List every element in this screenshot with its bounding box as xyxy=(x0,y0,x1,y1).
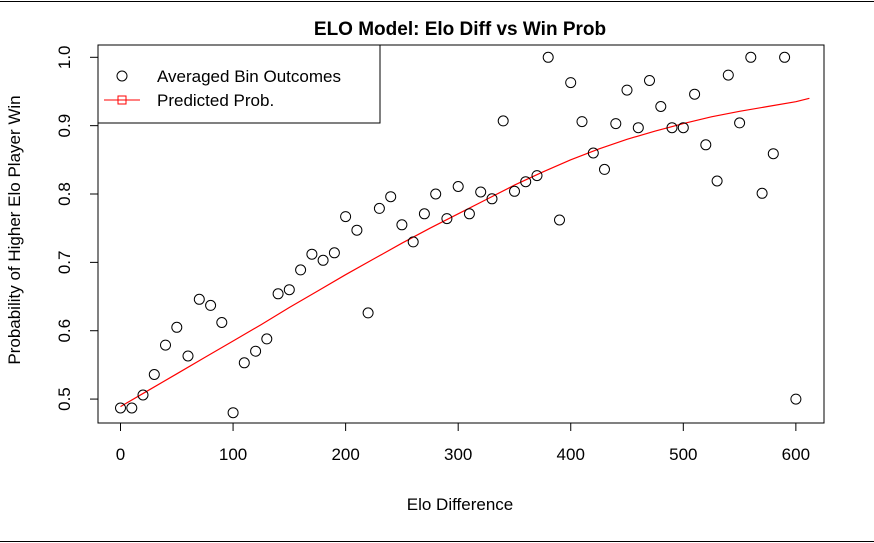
data-point xyxy=(137,389,149,401)
data-point xyxy=(779,51,791,63)
y-tick-label: 0.6 xyxy=(55,319,74,343)
data-point xyxy=(497,115,509,127)
data-point xyxy=(418,208,430,220)
data-point xyxy=(452,181,464,192)
data-point xyxy=(711,175,723,187)
data-point xyxy=(632,122,644,134)
data-point xyxy=(250,345,262,357)
data-point xyxy=(689,88,701,100)
data-point xyxy=(407,236,419,248)
x-tick-label: 500 xyxy=(669,445,697,464)
legend-square-marker-icon xyxy=(117,95,127,105)
data-point xyxy=(272,288,284,300)
data-point xyxy=(385,191,397,203)
x-tick-label: 400 xyxy=(557,445,585,464)
y-axis-label: Probability of Higher Elo Player Win xyxy=(5,95,24,364)
data-point xyxy=(362,307,374,319)
x-tick-label: 600 xyxy=(782,445,810,464)
x-tick-label: 100 xyxy=(219,445,247,464)
data-point xyxy=(621,84,633,96)
data-point xyxy=(576,116,588,128)
x-tick-label: 0 xyxy=(116,445,125,464)
data-point xyxy=(463,208,475,220)
averaged-bin-outcomes-series xyxy=(115,51,802,419)
x-tick-label: 200 xyxy=(331,445,359,464)
data-point xyxy=(610,118,622,130)
data-point xyxy=(509,185,520,197)
data-point xyxy=(115,402,126,414)
data-point xyxy=(745,51,757,63)
data-point xyxy=(520,176,532,188)
predicted-prob-line xyxy=(120,97,810,408)
data-point xyxy=(700,139,712,151)
legend-label-predicted: Predicted Prob. xyxy=(157,91,274,110)
data-point xyxy=(554,214,565,226)
data-point xyxy=(587,147,599,159)
data-point xyxy=(430,188,442,200)
data-point xyxy=(283,284,295,296)
x-tick-label: 300 xyxy=(444,445,472,464)
data-point xyxy=(486,193,498,205)
top-border xyxy=(0,1,874,2)
legend: Averaged Bin Outcomes Predicted Prob. xyxy=(97,44,381,124)
data-point xyxy=(542,51,554,63)
y-tick-label: 1.0 xyxy=(55,45,74,69)
data-point xyxy=(261,333,273,345)
data-point xyxy=(340,211,352,223)
data-point xyxy=(644,75,655,86)
data-point xyxy=(193,293,205,305)
data-point xyxy=(238,357,250,369)
data-point xyxy=(227,407,239,419)
chart-title: ELO Model: Elo Diff vs Win Prob xyxy=(314,19,606,40)
y-tick-label: 0.9 xyxy=(55,114,74,138)
data-point xyxy=(475,186,487,198)
data-point xyxy=(373,202,385,214)
bottom-border xyxy=(0,541,874,542)
data-point xyxy=(599,163,610,175)
data-point xyxy=(767,148,779,160)
data-point xyxy=(182,350,194,362)
data-point xyxy=(317,254,329,266)
x-axis: 0 100 200 300 400 500 600 xyxy=(116,423,810,464)
data-point xyxy=(565,77,577,89)
data-point xyxy=(396,219,408,231)
data-point xyxy=(328,247,340,259)
legend-label-outcomes: Averaged Bin Outcomes xyxy=(157,67,341,86)
data-point xyxy=(295,264,307,276)
x-axis-label: Elo Difference xyxy=(407,495,513,514)
data-point xyxy=(531,170,543,182)
plot-area-frame xyxy=(97,44,825,424)
data-point xyxy=(306,248,318,260)
data-point xyxy=(756,187,768,199)
data-point xyxy=(722,69,734,81)
legend-circle-marker-icon xyxy=(116,70,128,82)
data-point xyxy=(126,402,138,414)
data-point xyxy=(351,224,363,236)
y-tick-label: 0.7 xyxy=(55,251,74,275)
data-point xyxy=(148,369,160,380)
data-point xyxy=(171,321,183,333)
data-point xyxy=(216,317,228,328)
y-tick-label: 0.8 xyxy=(55,182,74,206)
data-point xyxy=(655,101,667,112)
data-point xyxy=(790,393,802,405)
data-point xyxy=(441,213,453,225)
data-point xyxy=(205,299,217,311)
data-point xyxy=(677,122,689,134)
legend-box xyxy=(97,44,381,124)
predicted-prob-series xyxy=(120,97,810,408)
data-point xyxy=(734,117,746,129)
data-point xyxy=(666,122,678,134)
data-point xyxy=(160,339,171,351)
y-axis: 0.5 0.6 0.7 0.8 0.9 1.0 xyxy=(55,45,98,411)
y-tick-label: 0.5 xyxy=(55,387,74,411)
